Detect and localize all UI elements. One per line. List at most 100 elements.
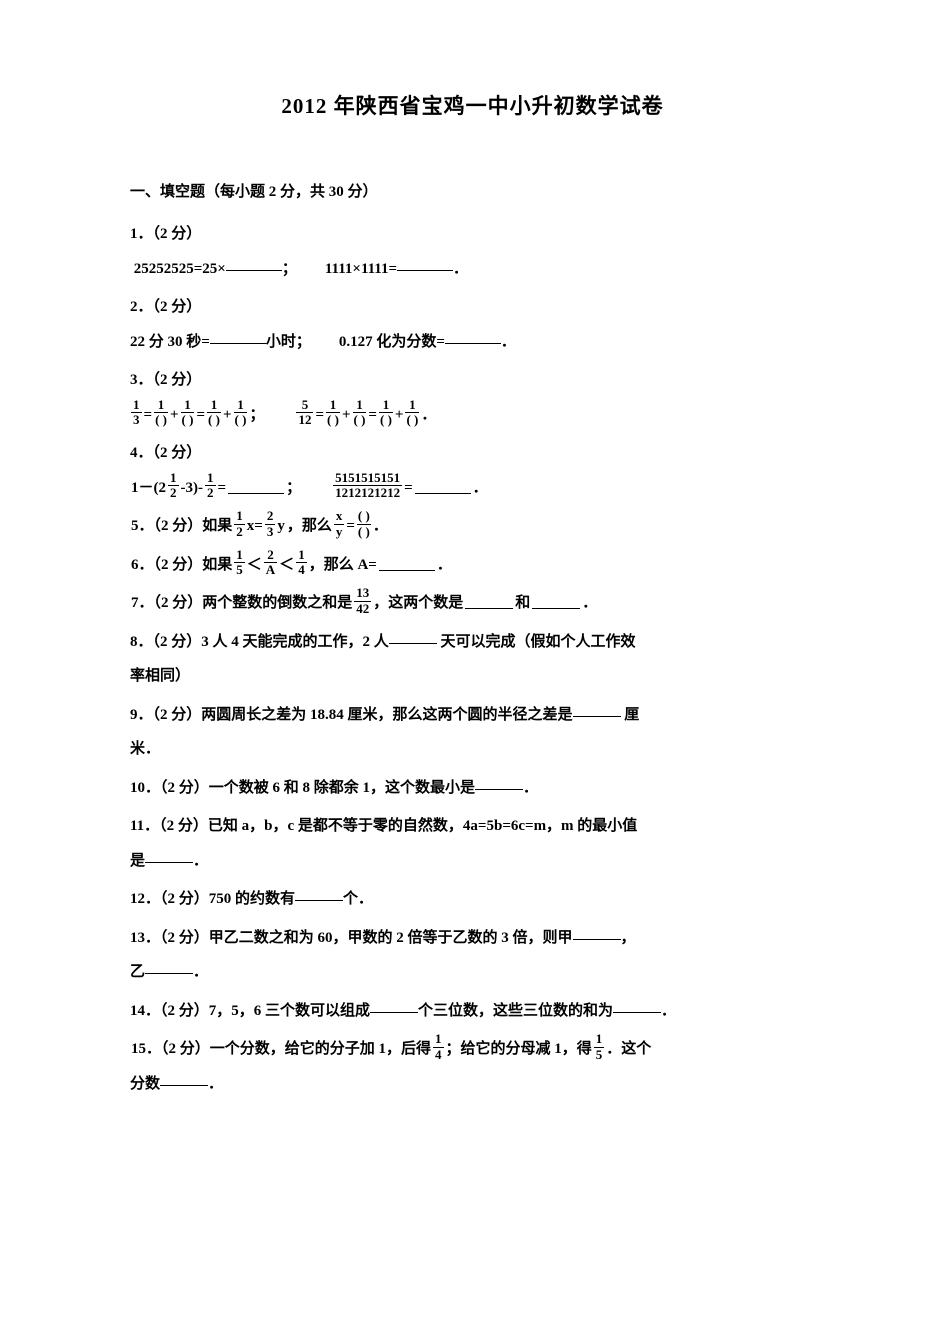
equals: =	[368, 398, 377, 433]
q6-suffix: ，那么 A=	[309, 548, 377, 583]
frac-paren-paren: ( )( )	[357, 509, 371, 539]
frac-1-3: 13	[131, 398, 142, 428]
q9-suffix: 厘	[621, 707, 640, 723]
q9-line2: 米．	[130, 732, 815, 767]
blank	[210, 328, 266, 344]
frac-2-A: 2A	[264, 548, 277, 578]
q15-label: 15．（2 分）一个分数，给它的分子加 1，后得	[131, 1032, 431, 1067]
q13-suffix: ，	[621, 930, 636, 946]
lt: ＜	[247, 548, 262, 583]
q4-text1: 1－(2	[131, 471, 166, 506]
q1-content: 25252525=25×；1111×1111=．	[130, 252, 815, 287]
frac-1-5: 15	[234, 548, 245, 578]
period: ．	[421, 398, 436, 433]
period: ．	[473, 471, 488, 506]
frac-paren: 1( )	[207, 398, 221, 428]
plus: +	[223, 398, 232, 433]
question-1: 1．（2 分） 25252525=25×；1111×1111=．	[130, 217, 815, 286]
q5-label: 5．（2 分）如果	[131, 509, 232, 544]
q1-label: 1．（2 分）	[130, 217, 815, 252]
q8-label: 8．（2 分）3 人 4 天能完成的工作，2 人	[130, 634, 389, 650]
q14-end: ．	[661, 1003, 676, 1019]
q5-x: x=	[247, 509, 263, 544]
frac-long: 51515151511212121212	[333, 471, 402, 501]
q4-equation: 1－(2 12 -3)- 12 = ； 51515151511212121212…	[130, 471, 815, 506]
frac-paren: 1( )	[326, 398, 340, 428]
question-4: 4．（2 分） 1－(2 12 -3)- 12 = ； 515151515112…	[130, 436, 815, 505]
frac-1-4: 14	[433, 1032, 444, 1062]
q5-end: ．	[373, 509, 388, 544]
blank	[573, 924, 621, 940]
question-3: 3．（2 分） 13 = 1( ) + 1( ) = 1( ) + 1( ) ；…	[130, 363, 815, 432]
question-12: 12．（2 分）750 的约数有 个．	[130, 882, 815, 917]
section-header: 一、填空题（每小题 2 分，共 30 分）	[130, 180, 815, 201]
blank	[370, 997, 418, 1013]
q13-end: ．	[193, 964, 208, 980]
question-6: 6．（2 分）如果 15 ＜ 2A ＜ 14 ，那么 A= ．	[130, 548, 815, 583]
q7-and: 和	[515, 586, 530, 621]
exam-title: 2012 年陕西省宝鸡一中小升初数学试卷	[130, 90, 815, 120]
blank	[475, 774, 523, 790]
q4-label: 4．（2 分）	[130, 436, 815, 471]
q8-line2: 率相同）	[130, 659, 815, 694]
frac-1-2: 12	[168, 471, 179, 501]
q14-mid: 个三位数，这些三位数的和为	[418, 1003, 613, 1019]
question-14: 14．（2 分）7，5，6 三个数可以组成 个三位数，这些三位数的和为 ．	[130, 994, 815, 1029]
q2a-prefix: 22 分 30 秒=	[130, 334, 210, 350]
frac-paren: 1( )	[353, 398, 367, 428]
q12-suffix: 个．	[343, 891, 373, 907]
q4-text2: -3)-	[181, 471, 204, 506]
q15-line1: 15．（2 分）一个分数，给它的分子加 1，后得 14 ；给它的分母减 1，得 …	[130, 1032, 815, 1067]
q6-content: 6．（2 分）如果 15 ＜ 2A ＜ 14 ，那么 A= ．	[130, 548, 815, 583]
q11-line2: 是	[130, 853, 145, 869]
frac-1-4: 14	[296, 548, 307, 578]
q2b-suffix: ．	[501, 334, 516, 350]
frac-1-2: 12	[205, 471, 216, 501]
frac-1-2: 12	[234, 509, 245, 539]
q15-line2: 分数	[130, 1076, 160, 1092]
q1a-prefix: 25252525=25×	[134, 261, 226, 277]
blank	[145, 958, 193, 974]
blank	[226, 255, 282, 271]
q14-label: 14．（2 分）7，5，6 三个数可以组成	[130, 1003, 370, 1019]
q8-suffix: 天可以完成（假如个人工作效	[437, 634, 636, 650]
q13-label: 13．（2 分）甲乙二数之和为 60，甲数的 2 倍等于乙数的 3 倍，则甲	[130, 930, 573, 946]
frac-13-42: 1342	[354, 586, 371, 616]
q13-line2: 乙	[130, 964, 145, 980]
q1b-suffix: ．	[453, 261, 468, 277]
question-13: 13．（2 分）甲乙二数之和为 60，甲数的 2 倍等于乙数的 3 倍，则甲， …	[130, 921, 815, 990]
q7-label: 7．（2 分）两个整数的倒数之和是	[131, 586, 352, 621]
q6-label: 6．（2 分）如果	[131, 548, 232, 583]
frac-2-3: 23	[265, 509, 276, 539]
q5-mid: ，那么	[287, 509, 332, 544]
q2b-prefix: 0.127 化为分数=	[339, 334, 445, 350]
blank	[613, 997, 661, 1013]
plus: +	[170, 398, 179, 433]
equals: =	[144, 398, 153, 433]
question-9: 9．（2 分）两圆周长之差为 18.84 厘米，那么这两个圆的半径之差是 厘 米…	[130, 698, 815, 767]
q1a-suffix: ；	[282, 261, 297, 277]
frac-paren: 1( )	[234, 398, 248, 428]
q15-end: ．	[208, 1076, 223, 1092]
question-7: 7．（2 分）两个整数的倒数之和是 1342 ，这两个数是 和 ．	[130, 586, 815, 621]
semicolon: ；	[286, 471, 301, 506]
blank	[573, 701, 621, 717]
blank	[397, 255, 453, 271]
q9-label: 9．（2 分）两圆周长之差为 18.84 厘米，那么这两个圆的半径之差是	[130, 707, 573, 723]
blank	[532, 593, 580, 609]
q12-label: 12．（2 分）750 的约数有	[130, 891, 295, 907]
blank	[389, 628, 437, 644]
semicolon: ；	[249, 398, 264, 433]
q11-label: 11．（2 分）已知 a，b，c 是都不等于零的自然数，4a=5b=6c=m，m…	[130, 809, 815, 844]
blank	[145, 847, 193, 863]
frac-5-12: 512	[296, 398, 313, 428]
q2a-suffix: 小时；	[266, 334, 311, 350]
q15-mid: ；给它的分母减 1，得	[446, 1032, 592, 1067]
plus: +	[395, 398, 404, 433]
plus: +	[342, 398, 351, 433]
frac-paren: 1( )	[405, 398, 419, 428]
equals: =	[404, 471, 413, 506]
q3-label: 3．（2 分）	[130, 363, 815, 398]
blank	[228, 478, 284, 494]
frac-paren: 1( )	[379, 398, 393, 428]
